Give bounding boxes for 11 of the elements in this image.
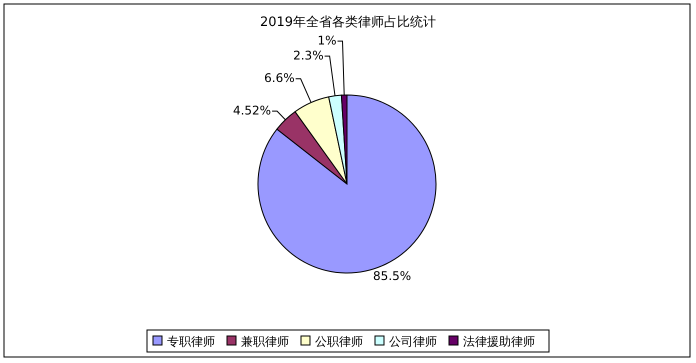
chart-title: 2019年全省各类律师占比统计 xyxy=(260,15,436,30)
data-label: 4.52% xyxy=(232,103,272,118)
data-label: 2.3% xyxy=(293,48,324,62)
data-label: 85.5% xyxy=(373,268,412,283)
legend-label: 法律援助律师 xyxy=(463,334,535,348)
legend-label: 专职律师 xyxy=(167,334,215,348)
legend-label: 公司律师 xyxy=(389,334,437,348)
data-label: 6.6% xyxy=(264,71,295,86)
data-label: 1% xyxy=(317,33,337,48)
legend-label: 兼职律师 xyxy=(241,334,289,348)
legend-label: 公职律师 xyxy=(315,334,363,348)
